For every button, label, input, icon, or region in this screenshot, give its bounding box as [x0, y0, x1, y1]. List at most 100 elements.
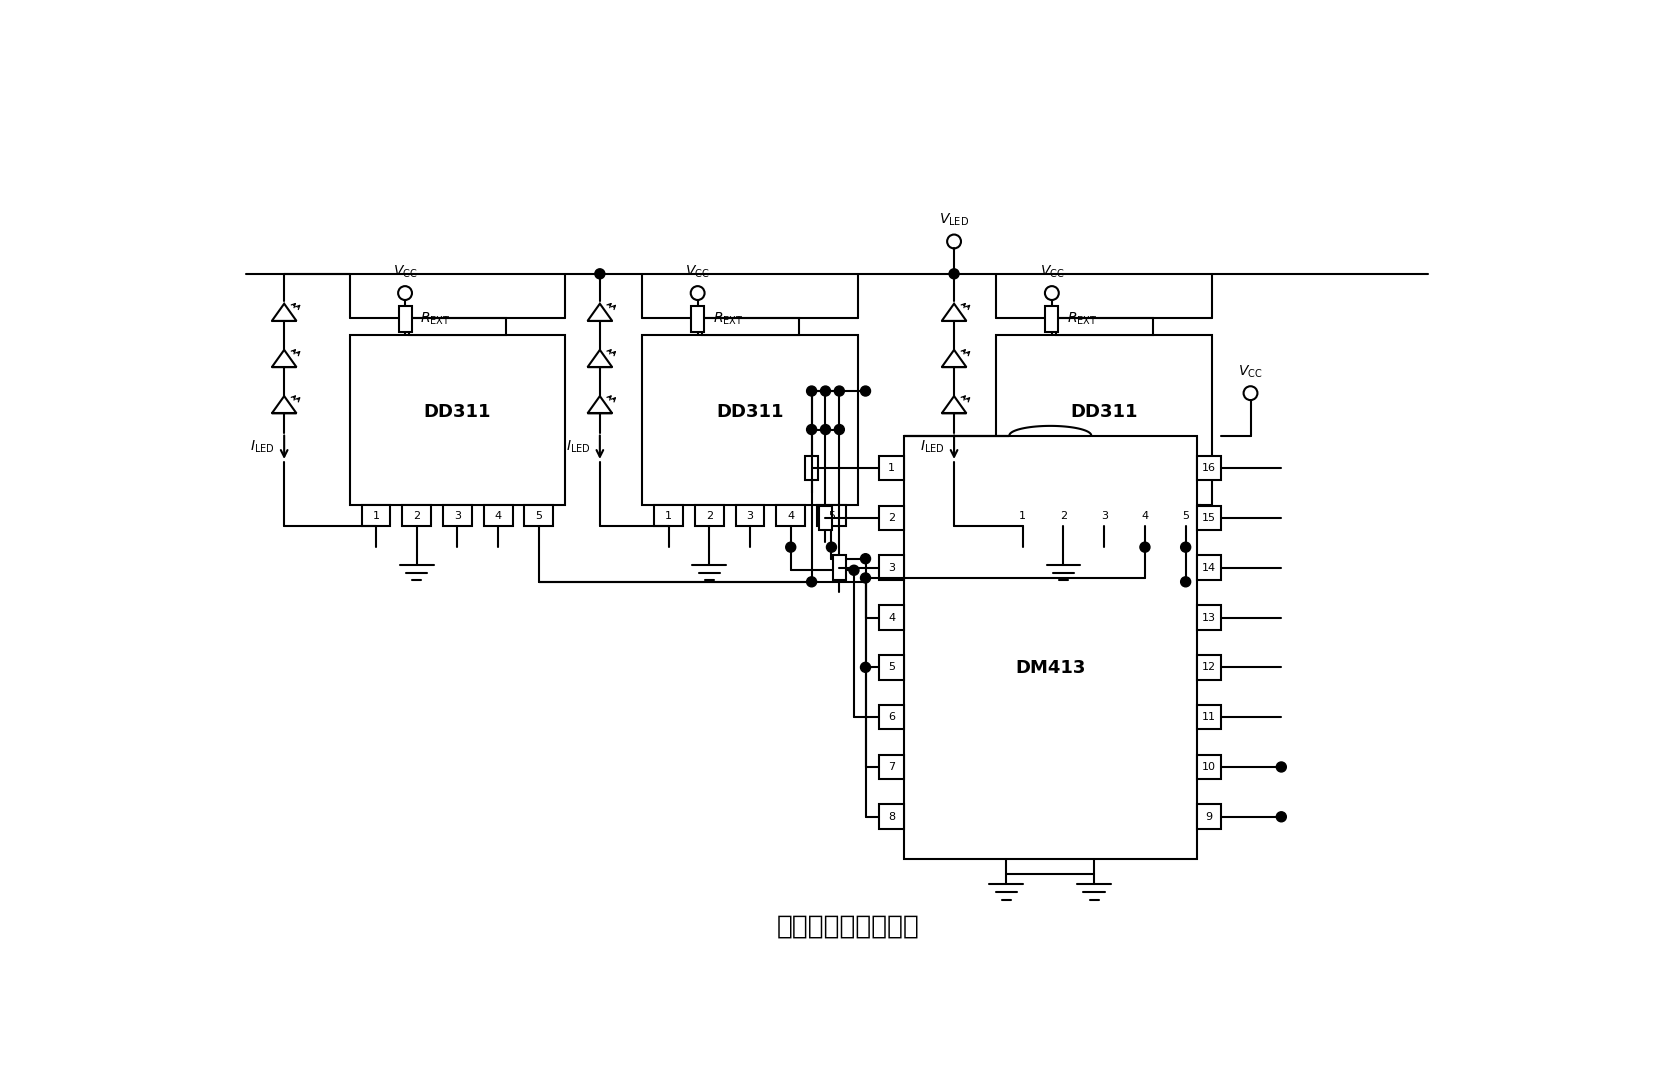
- Bar: [1197, 455, 1221, 480]
- Text: 3: 3: [453, 511, 460, 521]
- Circle shape: [594, 268, 604, 279]
- Text: 12: 12: [1202, 663, 1216, 672]
- Text: 6: 6: [889, 712, 895, 723]
- Text: 9: 9: [1205, 811, 1213, 822]
- Polygon shape: [271, 350, 296, 367]
- Bar: [702, 319, 798, 336]
- Polygon shape: [588, 350, 612, 367]
- FancyBboxPatch shape: [1010, 425, 1091, 445]
- Bar: [402, 505, 430, 526]
- Bar: [695, 505, 723, 526]
- Circle shape: [1276, 762, 1286, 772]
- Text: $R_{\mathrm{EXT}}$: $R_{\mathrm{EXT}}$: [713, 310, 743, 327]
- Bar: [879, 655, 904, 680]
- Text: $V_{\mathrm{CC}}$: $V_{\mathrm{CC}}$: [1238, 363, 1263, 381]
- Text: 5: 5: [889, 663, 895, 672]
- Bar: [349, 336, 566, 505]
- Text: 15: 15: [1202, 513, 1216, 523]
- Text: 2: 2: [705, 511, 713, 521]
- Polygon shape: [271, 304, 296, 321]
- Bar: [1130, 505, 1158, 526]
- Bar: [819, 506, 832, 530]
- Bar: [904, 435, 1197, 859]
- Text: 4: 4: [788, 511, 794, 521]
- Polygon shape: [271, 397, 296, 414]
- Text: DD311: DD311: [1071, 403, 1139, 420]
- Bar: [818, 505, 846, 526]
- Circle shape: [826, 542, 836, 553]
- Text: $V_{\mathrm{LED}}$: $V_{\mathrm{LED}}$: [938, 212, 970, 229]
- Polygon shape: [942, 350, 967, 367]
- Circle shape: [861, 554, 871, 563]
- Bar: [1197, 556, 1221, 580]
- Circle shape: [1140, 542, 1150, 553]
- Text: $V_{\mathrm{CC}}$: $V_{\mathrm{CC}}$: [392, 264, 417, 280]
- Bar: [804, 455, 818, 480]
- Bar: [483, 505, 513, 526]
- Text: 1: 1: [372, 511, 379, 521]
- Bar: [996, 336, 1211, 505]
- Text: 4: 4: [889, 613, 895, 622]
- Bar: [1008, 505, 1038, 526]
- Bar: [1197, 506, 1221, 530]
- Bar: [642, 336, 857, 505]
- Text: 11: 11: [1202, 712, 1216, 723]
- Circle shape: [861, 573, 871, 583]
- Text: 13: 13: [1202, 613, 1216, 622]
- Text: 5: 5: [1182, 511, 1190, 521]
- Circle shape: [821, 386, 831, 396]
- Polygon shape: [942, 304, 967, 321]
- Bar: [399, 306, 412, 331]
- Circle shape: [834, 424, 844, 434]
- Bar: [1046, 306, 1059, 331]
- Bar: [525, 505, 553, 526]
- Circle shape: [834, 386, 844, 396]
- Bar: [1049, 505, 1077, 526]
- Bar: [1091, 505, 1119, 526]
- Bar: [1197, 704, 1221, 729]
- Circle shape: [849, 566, 859, 575]
- Text: 3: 3: [889, 562, 895, 573]
- Text: 14: 14: [1202, 562, 1216, 573]
- Bar: [879, 506, 904, 530]
- Text: $V_{\mathrm{CC}}$: $V_{\mathrm{CC}}$: [685, 264, 710, 280]
- Circle shape: [861, 663, 871, 672]
- Text: DD311: DD311: [717, 403, 784, 420]
- Text: 2: 2: [1059, 511, 1067, 521]
- Circle shape: [861, 386, 871, 396]
- Bar: [1056, 319, 1154, 336]
- Bar: [444, 505, 472, 526]
- Text: 5: 5: [828, 511, 836, 521]
- Bar: [409, 319, 506, 336]
- Bar: [692, 306, 703, 331]
- Text: 1: 1: [665, 511, 672, 521]
- Bar: [1197, 605, 1221, 630]
- Text: $I_{\mathrm{LED}}$: $I_{\mathrm{LED}}$: [920, 439, 945, 455]
- Bar: [879, 704, 904, 729]
- Text: 7: 7: [889, 762, 895, 772]
- Text: $R_{\mathrm{EXT}}$: $R_{\mathrm{EXT}}$: [1067, 310, 1097, 327]
- Bar: [361, 505, 391, 526]
- Text: $I_{\mathrm{LED}}$: $I_{\mathrm{LED}}$: [250, 439, 275, 455]
- Bar: [1197, 805, 1221, 830]
- Bar: [879, 556, 904, 580]
- Text: 10: 10: [1202, 762, 1216, 772]
- Text: 16: 16: [1202, 463, 1216, 472]
- Circle shape: [948, 268, 958, 279]
- Bar: [735, 505, 765, 526]
- Text: $V_{\mathrm{CC}}$: $V_{\mathrm{CC}}$: [1039, 264, 1064, 280]
- Circle shape: [821, 424, 831, 434]
- Bar: [654, 505, 684, 526]
- Circle shape: [1180, 577, 1190, 587]
- Bar: [879, 755, 904, 779]
- Bar: [879, 605, 904, 630]
- Bar: [832, 556, 846, 580]
- Text: DM413: DM413: [1015, 660, 1086, 678]
- Bar: [1172, 505, 1200, 526]
- Bar: [879, 805, 904, 830]
- Text: $I_{\mathrm{LED}}$: $I_{\mathrm{LED}}$: [566, 439, 591, 455]
- Text: 4: 4: [495, 511, 501, 521]
- Circle shape: [806, 386, 816, 396]
- Polygon shape: [588, 304, 612, 321]
- Bar: [776, 505, 804, 526]
